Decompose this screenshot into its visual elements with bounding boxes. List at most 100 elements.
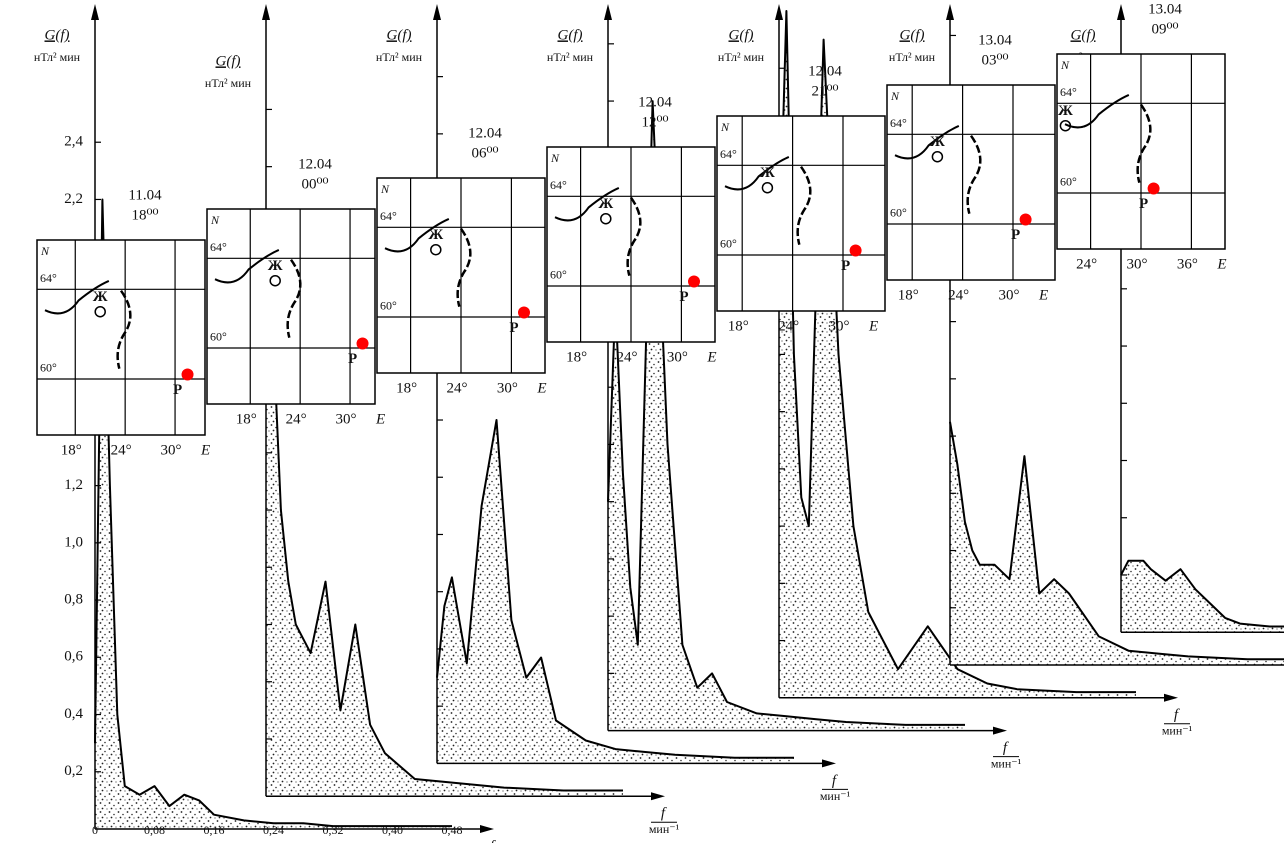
x-axis-unit: мин⁻¹ (649, 822, 680, 836)
map-coast (796, 165, 812, 246)
map-date: 12.04 (808, 63, 842, 79)
y-axis-arrow (91, 4, 99, 20)
map-lon-label: 18° (566, 349, 587, 365)
spectrum-line (436, 419, 794, 759)
spectrum-line (1120, 559, 1284, 628)
station-label: Ж (268, 258, 283, 274)
station-ring (94, 305, 106, 318)
y-axis-label: G(f) (387, 27, 412, 43)
station-label: Р (173, 382, 182, 398)
y-axis-label: G(f) (900, 27, 925, 43)
map-lon-label: 24° (286, 411, 307, 427)
station-dot (356, 337, 369, 350)
map-date: 12.04 (638, 94, 672, 110)
map-lon-label: 18° (898, 287, 919, 303)
map-lon-axis-label: E (1216, 256, 1226, 272)
station-label: Ж (93, 289, 108, 305)
map-lat-label: 60° (720, 237, 737, 251)
map-coast (116, 289, 132, 370)
map-date: 13.04 (978, 32, 1012, 48)
y-axis-arrow (775, 4, 783, 20)
y-axis-label: G(f) (216, 53, 241, 69)
y-axis-arrow (1117, 4, 1125, 20)
map-lat-label: 64° (40, 271, 57, 285)
map-front (724, 156, 790, 191)
map-front (554, 187, 620, 222)
map-lon-axis-label: E (536, 380, 546, 396)
y-axis-arrow (946, 4, 954, 20)
x-axis-label: f (1174, 707, 1180, 723)
map-front (894, 125, 960, 160)
map-time: 00⁰⁰ (301, 176, 328, 192)
spectrum-line (265, 280, 623, 792)
map-lat-label: 64° (1060, 85, 1077, 99)
station-dot (181, 368, 194, 381)
map-lat-label: 60° (380, 299, 397, 313)
station-dot (1147, 182, 1160, 195)
inset-map: 18° 24° 30° E 64° 60° N Ж Р 12.04 21⁰⁰ (716, 63, 886, 334)
map-lon-axis-label: E (375, 411, 385, 427)
map-lat-label: 60° (40, 361, 57, 375)
station-label: Р (1139, 196, 1148, 212)
y-axis-unit: нТл² мин (718, 50, 765, 64)
map-lon-label: 30° (999, 287, 1020, 303)
map-lat-axis-label: N (550, 151, 560, 165)
map-front (1064, 94, 1130, 129)
station-label: Ж (428, 227, 443, 243)
maps: 18° 24° 30° E 64° 60° N Ж Р 11.04 18⁰⁰ 18° 24° 30° E 64… (36, 1, 1227, 458)
x-axis-arrow (480, 825, 494, 833)
x-axis-arrow (822, 759, 836, 768)
y-axis-arrow (262, 4, 270, 20)
map-lon-label: 24° (778, 318, 799, 334)
map-date: 12.04 (298, 156, 332, 172)
inset-map: 18° 24° 30° E 64° 60° N Ж Р 12.04 06⁰⁰ (376, 125, 547, 396)
map-date: 11.04 (128, 187, 162, 203)
map-lat-label: 60° (1060, 175, 1077, 189)
x-tick-label: 0,08 (144, 823, 165, 837)
map-lat-label: 64° (210, 240, 227, 254)
map-coast (966, 134, 982, 215)
station-label: Ж (930, 134, 945, 150)
map-time: 06⁰⁰ (471, 145, 498, 161)
y-axis-unit: нТл² мин (547, 50, 594, 64)
map-lon-label: 18° (236, 411, 257, 427)
map-lon-label: 30° (336, 411, 357, 427)
spectrum-area (950, 421, 1284, 665)
map-lon-label: 30° (497, 380, 518, 396)
map-date: 13.04 (1148, 1, 1182, 17)
y-axis-arrow (433, 4, 441, 20)
map-lat-axis-label: N (40, 244, 50, 258)
y-axis-arrow (604, 4, 612, 20)
map-lat-label: 60° (890, 206, 907, 220)
station-ring (600, 212, 612, 225)
spectrum-line (607, 100, 965, 726)
map-front (384, 218, 450, 253)
map-lon-label: 30° (667, 349, 688, 365)
map-date: 12.04 (468, 125, 502, 141)
x-axis-unit: мин⁻¹ (820, 789, 851, 803)
map-lat-label: 64° (550, 178, 567, 192)
x-axis-label: f (490, 838, 496, 843)
map-lon-label: 30° (161, 442, 182, 458)
map-lat-axis-label: N (890, 89, 900, 103)
map-lat-axis-label: N (210, 213, 220, 227)
y-axis-unit: нТл² мин (376, 50, 423, 64)
station-label: Ж (598, 196, 613, 212)
x-axis-unit: мин⁻¹ (1162, 724, 1193, 738)
map-lon-label: 36° (1177, 256, 1198, 272)
station-ring (269, 274, 281, 287)
x-axis-arrow (993, 726, 1007, 735)
spectrum-line (778, 10, 1136, 694)
inset-map: 18° 24° 30° E 64° 60° N Ж Р 13.04 03⁰⁰ (886, 32, 1056, 303)
map-lon-label: 18° (61, 442, 82, 458)
spectrum-line (949, 421, 1284, 661)
y-axis-unit: нТл² мин (34, 50, 81, 64)
y-axis-label: G(f) (1071, 27, 1096, 43)
y-tick-label: 2,2 (64, 191, 83, 207)
map-coast (1136, 103, 1152, 184)
station-ring (1059, 119, 1072, 132)
station-dot (1019, 213, 1032, 226)
map-lon-axis-label: E (868, 318, 878, 334)
